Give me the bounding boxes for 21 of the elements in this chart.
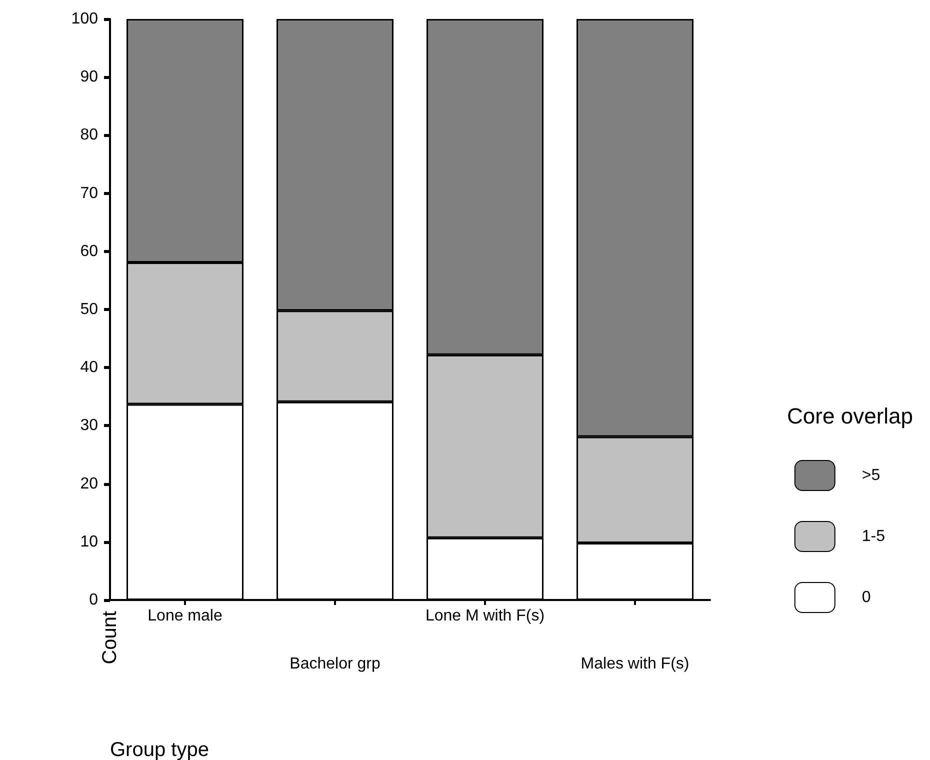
- y-tick-label: 20: [80, 475, 98, 492]
- legend-label: 0: [862, 589, 871, 606]
- y-tick-label: 10: [80, 533, 98, 550]
- y-tick-label: 70: [80, 184, 98, 202]
- y-tick-label: 0: [89, 592, 98, 608]
- legend-title: Core overlap: [787, 404, 913, 428]
- y-axis-title: Count: [99, 610, 121, 664]
- y-tick-label: 40: [80, 359, 98, 376]
- x-tick-label: Lone male: [148, 608, 222, 624]
- y-tick-label: 30: [80, 417, 98, 434]
- legend-label: >5: [862, 467, 880, 484]
- x-tick-label: Males with F(s): [580, 656, 690, 672]
- x-axis-title: Group type: [110, 739, 209, 760]
- y-tick-label: 90: [80, 68, 98, 86]
- y-tick-label: 100: [71, 10, 98, 28]
- y-tick-label: 60: [80, 242, 98, 260]
- y-tick-label: 50: [80, 301, 98, 318]
- legend-label: 1-5: [862, 528, 886, 545]
- y-tick-label: 80: [80, 126, 98, 144]
- x-tick-label: Lone M with F(s): [425, 608, 545, 624]
- x-tick-label: Bachelor grp: [290, 656, 380, 672]
